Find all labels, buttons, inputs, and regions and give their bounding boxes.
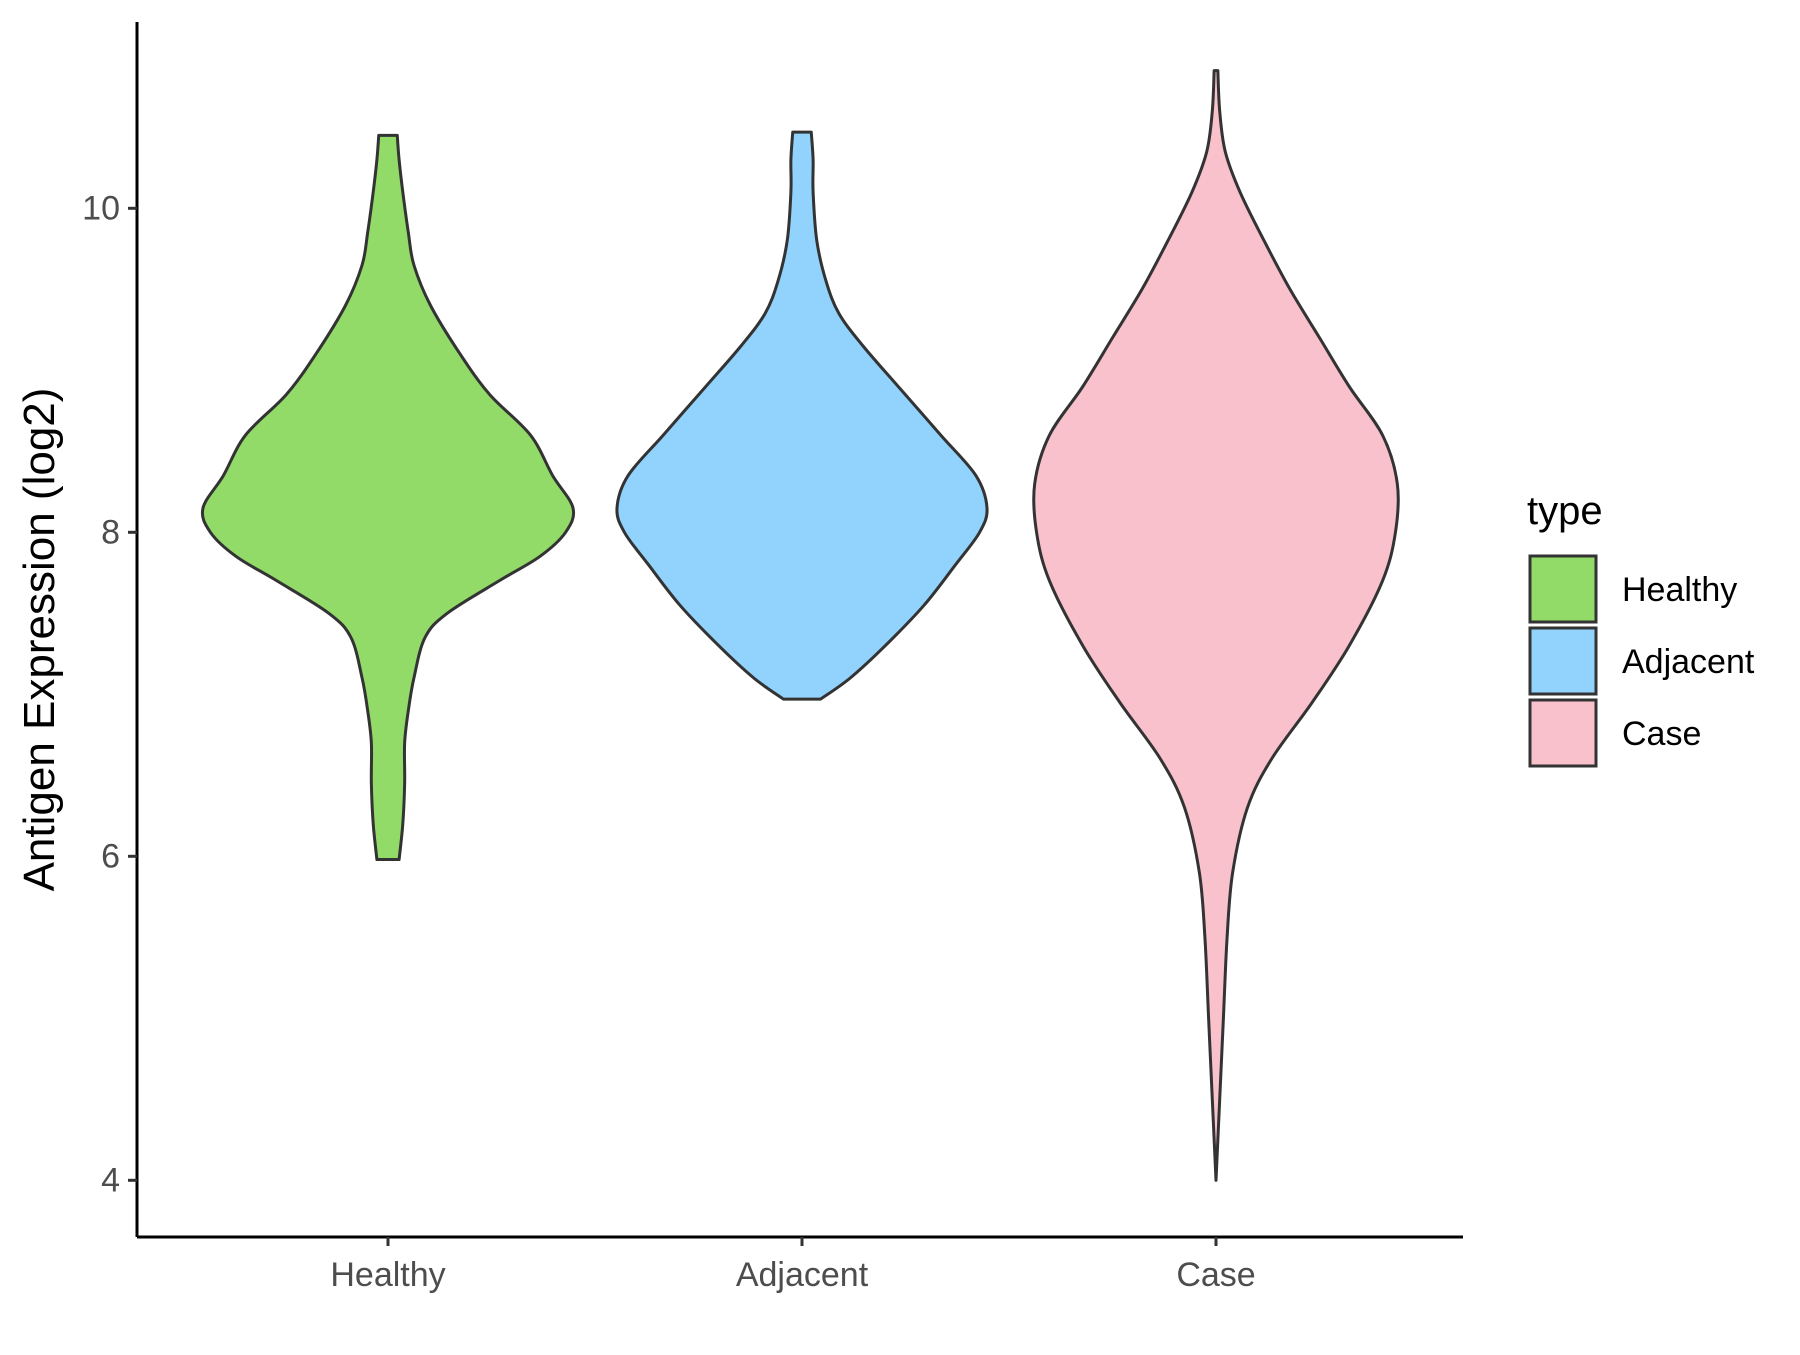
x-tick-label: Healthy: [330, 1256, 445, 1294]
violin-healthy: [200, 133, 576, 862]
y-tick-label: 6: [101, 837, 120, 875]
legend-swatch-case: [1528, 698, 1598, 768]
y-tick-label: 10: [82, 189, 120, 227]
legend-items: Healthy Adjacent Case: [1528, 554, 1755, 768]
legend-title: type: [1527, 489, 1603, 533]
axes-layer: 4 6 8 10 Healthy Adjacent Case: [82, 22, 1463, 1294]
violin-adjacent: [615, 130, 989, 701]
legend-swatch-healthy: [1528, 554, 1598, 624]
x-ticks: Healthy Adjacent Case: [330, 1237, 1256, 1294]
legend: type Healthy Adjacent Case: [1527, 489, 1755, 768]
x-tick-label: Case: [1176, 1256, 1255, 1294]
y-tick-label: 4: [101, 1161, 120, 1199]
y-axis-label: Antigen Expression (log2): [15, 388, 64, 892]
legend-swatch-adjacent: [1528, 626, 1598, 696]
violin-layer: [200, 69, 1400, 1182]
legend-label-case: Case: [1622, 715, 1701, 753]
y-tick-label: 8: [101, 513, 120, 551]
y-ticks: 4 6 8 10: [82, 189, 137, 1199]
legend-label-adjacent: Adjacent: [1622, 643, 1755, 681]
violin-case: [1032, 69, 1400, 1182]
legend-label-healthy: Healthy: [1622, 571, 1737, 609]
x-tick-label: Adjacent: [736, 1256, 869, 1294]
